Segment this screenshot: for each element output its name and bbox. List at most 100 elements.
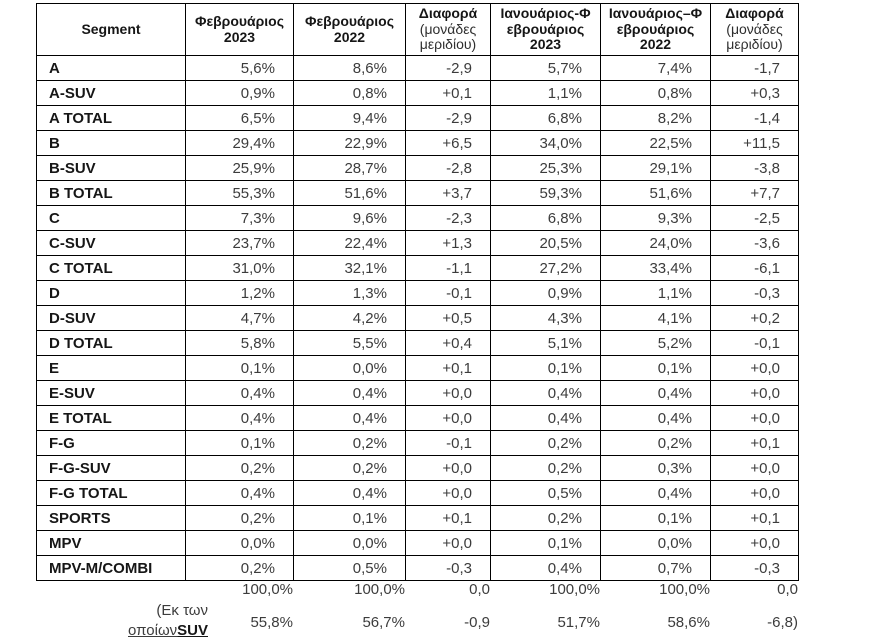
segment-label: C <box>36 205 186 232</box>
suv-share-label-line1: (Εκ των <box>156 602 208 620</box>
segment-label: B TOTAL <box>36 180 186 207</box>
value-cell: 0,4% <box>490 405 601 432</box>
value-cell: 0,1% <box>490 355 601 382</box>
col-header-diff-ytd-sublabel: (μονάδες μεριδίου) <box>726 20 783 53</box>
table-row: E 0,1% 0,0% +0,1 0,1% 0,1% +0,0 <box>36 355 799 382</box>
value-cell: 5,7% <box>490 55 601 82</box>
table-row: B 29,4% 22,9% +6,5 34,0% 22,5% +11,5 <box>36 130 799 157</box>
value-cell: -1,7 <box>710 55 799 82</box>
table-row: C 7,3% 9,6% -2,3 6,8% 9,3% -2,5 <box>36 205 799 232</box>
value-cell: 9,3% <box>600 205 711 232</box>
grand-total-value: 0,0 <box>469 581 490 598</box>
value-cell: -0,3 <box>710 555 799 582</box>
value-cell: +0,1 <box>710 430 799 457</box>
suv-share-label: (Εκ των οποίωνSUV <box>36 601 208 639</box>
table-row: SPORTS 0,2% 0,1% +0,1 0,2% 0,1% +0,1 <box>36 505 799 532</box>
table-row: C TOTAL 31,0% 32,1% -1,1 27,2% 33,4% -6,1 <box>36 255 799 282</box>
value-cell: 51,6% <box>600 180 711 207</box>
value-cell: +0,5 <box>405 305 491 332</box>
value-cell: 22,5% <box>600 130 711 157</box>
table-row: A 5,6% 8,6% -2,9 5,7% 7,4% -1,7 <box>36 55 799 82</box>
value-cell: 5,5% <box>293 330 406 357</box>
value-cell: 0,4% <box>185 480 294 507</box>
value-cell: +0,0 <box>405 530 491 557</box>
value-cell: 0,4% <box>293 380 406 407</box>
table-row: D TOTAL 5,8% 5,5% +0,4 5,1% 5,2% -0,1 <box>36 330 799 357</box>
value-cell: 1,1% <box>600 280 711 307</box>
value-cell: 0,1% <box>185 355 294 382</box>
value-cell: -1,4 <box>710 105 799 132</box>
table-row: B-SUV 25,9% 28,7% -2,8 25,3% 29,1% -3,8 <box>36 155 799 182</box>
value-cell: 0,2% <box>293 455 406 482</box>
value-cell: 7,3% <box>185 205 294 232</box>
suv-share-label-cell: (Εκ των οποίωνSUV <box>36 601 208 639</box>
value-cell: +0,1 <box>710 505 799 532</box>
value-cell: -1,1 <box>405 255 491 282</box>
value-cell: +0,0 <box>710 380 799 407</box>
value-cell: 0,8% <box>600 80 711 107</box>
grand-total-row: 100,0% 100,0% 0,0 100,0% 100,0% 0,0 <box>36 578 798 601</box>
segment-label: B-SUV <box>36 155 186 182</box>
value-cell: -0,1 <box>710 330 799 357</box>
segment-label: MPV-M/COMBI <box>36 555 186 582</box>
value-cell: 24,0% <box>600 230 711 257</box>
grand-total-value: 100,0% <box>242 581 293 598</box>
value-cell: 0,8% <box>293 80 406 107</box>
value-cell: 33,4% <box>600 255 711 282</box>
segment-label: F-G TOTAL <box>36 480 186 507</box>
value-cell: 5,8% <box>185 330 294 357</box>
value-cell: 29,1% <box>600 155 711 182</box>
value-cell: 0,0% <box>185 530 294 557</box>
value-cell: +0,0 <box>405 480 491 507</box>
value-cell: -3,8 <box>710 155 799 182</box>
col-header-feb-2023: Φεβρουάριος 2023 <box>185 2 294 57</box>
value-cell: +0,0 <box>710 455 799 482</box>
value-cell: 0,2% <box>490 430 601 457</box>
value-cell: +0,0 <box>710 405 799 432</box>
table-row: F-G TOTAL 0,4% 0,4% +0,0 0,5% 0,4% +0,0 <box>36 480 799 507</box>
value-cell: 0,0% <box>600 530 711 557</box>
value-cell: 29,4% <box>185 130 294 157</box>
suv-share-value: 55,8% <box>250 613 293 631</box>
value-cell: +0,0 <box>710 530 799 557</box>
value-cell: 1,1% <box>490 80 601 107</box>
value-cell: 28,7% <box>293 155 406 182</box>
value-cell: +0,0 <box>405 455 491 482</box>
value-cell: 0,4% <box>600 480 711 507</box>
suv-share-label-line2: οποίωνSUV <box>128 622 208 639</box>
value-cell: 0,9% <box>490 280 601 307</box>
value-cell: 25,3% <box>490 155 601 182</box>
suv-share-label-line2-text: οποίων <box>128 621 178 639</box>
value-cell: 0,1% <box>600 505 711 532</box>
value-cell: 51,6% <box>293 180 406 207</box>
value-cell: 0,4% <box>490 555 601 582</box>
value-cell: 8,2% <box>600 105 711 132</box>
col-header-janfeb-2022-label: Ιανουάριος–Φ εβρουάριος 2022 <box>608 5 703 53</box>
value-cell: 0,4% <box>293 480 406 507</box>
col-header-janfeb-2023-label: Ιανουάριος-Φ εβρουάριος 2023 <box>500 5 591 53</box>
table-row: C-SUV 23,7% 22,4% +1,3 20,5% 24,0% -3,6 <box>36 230 799 257</box>
suv-share-value: 56,7% <box>362 613 405 631</box>
value-cell: 0,2% <box>185 505 294 532</box>
value-cell: +6,5 <box>405 130 491 157</box>
segment-label: MPV <box>36 530 186 557</box>
value-cell: +0,1 <box>405 505 491 532</box>
value-cell: 0,0% <box>293 530 406 557</box>
col-header-feb-2023-label: Φεβρουάριος 2023 <box>194 12 285 45</box>
value-cell: 0,1% <box>600 355 711 382</box>
table-row: MPV 0,0% 0,0% +0,0 0,1% 0,0% +0,0 <box>36 530 799 557</box>
value-cell: -2,5 <box>710 205 799 232</box>
value-cell: 0,1% <box>490 530 601 557</box>
value-cell: -6,1 <box>710 255 799 282</box>
value-cell: 59,3% <box>490 180 601 207</box>
value-cell: 34,0% <box>490 130 601 157</box>
value-cell: -0,1 <box>405 430 491 457</box>
value-cell: +0,4 <box>405 330 491 357</box>
value-cell: +3,7 <box>405 180 491 207</box>
value-cell: 9,4% <box>293 105 406 132</box>
value-cell: 4,7% <box>185 305 294 332</box>
segment-label: A TOTAL <box>36 105 186 132</box>
value-cell: 0,4% <box>600 405 711 432</box>
col-header-diff-ytd-label: Διαφορά <box>725 5 784 21</box>
value-cell: +0,1 <box>405 355 491 382</box>
